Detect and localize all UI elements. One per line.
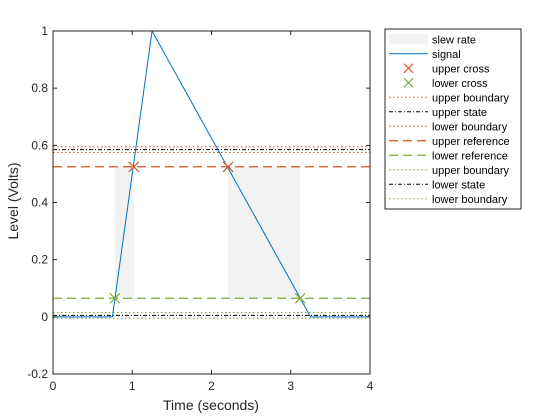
x-tick-label: 3 [287,379,294,393]
x-axis-ticks: 0 1 2 3 4 [50,31,374,393]
lower-cross-marker-1 [294,292,306,304]
x-axis-label: Time (seconds) [163,397,259,413]
signal-line [53,31,370,318]
legend-label: signal [432,49,461,61]
legend-item-signal: signal [389,49,461,61]
y-tick-label: 0.6 [31,138,48,152]
y-tick-label: 0.4 [31,196,48,210]
x-tick-label: 2 [208,379,215,393]
legend-label: upper reference [432,136,510,148]
y-axis-label: Level (Volts) [5,162,21,239]
legend-item-upper-boundary: upper boundary [389,92,510,104]
legend-item-upper-reference: upper reference [389,136,510,148]
legend-label: upper boundary [432,165,510,177]
lower-cross-marker-0-stroke-b [109,292,121,304]
y-tick-label: 0.2 [31,253,48,267]
upper-cross-marker-1 [222,161,234,173]
lower-cross-marker-0 [109,292,121,304]
legend-label: slew rate [432,34,476,46]
legend-box [384,28,522,210]
y-tick-label: 0.8 [31,81,48,95]
legend: slew rate signal upper cross lower cross upp… [384,28,522,210]
axes-box [52,30,371,375]
plot-area [52,30,371,375]
legend-item-lower-reference: lower reference [389,150,508,162]
legend-label: lower boundary [432,194,508,206]
x-tick-label: 0 [50,379,57,393]
legend-swatch-patch [389,34,428,45]
y-axis-ticks: -0.2 0 0.2 0.4 0.6 0.8 1 [27,24,370,381]
legend-item-lower-cross: lower cross [403,77,488,90]
upper-cross-marker-1-stroke-b [222,161,234,173]
legend-label: upper boundary [432,92,510,104]
legend-item-slew-rate: slew rate [389,34,476,46]
plot-content [53,31,370,319]
y-tick-label: 1 [41,24,48,38]
y-tick-label: 0 [41,310,48,324]
legend-swatch-marker-b [403,63,414,74]
legend-item-lower-boundary: lower boundary [389,194,508,206]
x-tick-label: 4 [367,379,374,393]
legend-label: lower reference [432,150,508,162]
legend-label: lower state [432,179,485,191]
y-tick-label: -0.2 [27,367,48,381]
lower-cross-marker-1-stroke-b [294,292,306,304]
legend-item-lower-state: lower state [389,179,485,191]
legend-item-upper-state: upper state [389,107,487,119]
upper-cross-marker-0-stroke-b [128,161,140,173]
legend-item-upper-boundary: upper boundary [389,165,510,177]
legend-swatch-marker-b [403,77,414,88]
legend-label: lower boundary [432,121,508,133]
legend-label: lower cross [432,78,488,90]
legend-item-lower-boundary: lower boundary [389,121,508,133]
legend-label: upper state [432,107,487,119]
upper-cross-marker-0 [128,161,140,173]
legend-item-upper-cross: upper cross [403,63,490,75]
legend-label: upper cross [432,63,490,75]
x-tick-label: 1 [129,379,136,393]
